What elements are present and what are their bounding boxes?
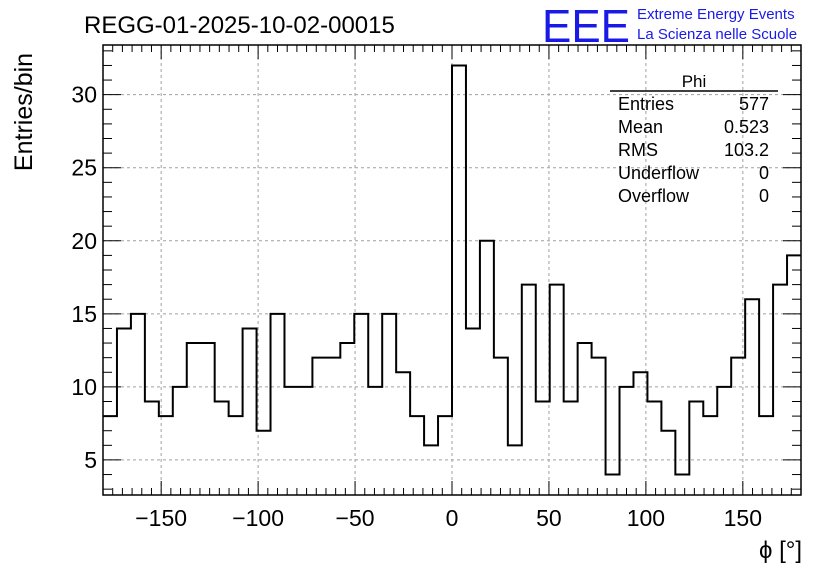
stats-value-underflow: 0 (759, 163, 769, 183)
x-tick-label: 50 (536, 505, 562, 531)
chart-title: REGG-01-2025-10-02-00015 (84, 12, 395, 39)
y-tick-label: 20 (71, 228, 97, 254)
x-axis-ticks: −150 −100 −50 0 50 100 150 (112, 45, 802, 531)
y-tick-label: 10 (71, 374, 97, 400)
stats-value-mean: 0.523 (724, 117, 769, 137)
stats-label-overflow: Overflow (618, 186, 690, 206)
stats-label-entries: Entries (618, 94, 674, 114)
y-tick-label: 25 (71, 155, 97, 181)
stats-box: Phi Entries 577 Mean 0.523 RMS 103.2 Underflow… (610, 72, 778, 206)
y-tick-label: 5 (84, 447, 97, 473)
x-tick-label: −100 (232, 505, 284, 531)
histogram-line (103, 64, 801, 476)
stats-value-rms: 103.2 (724, 140, 769, 160)
eee-logo: EEE Extreme Energy Events La Scienza nel… (542, 0, 797, 52)
stats-label-mean: Mean (618, 117, 663, 137)
x-tick-label: 150 (724, 505, 762, 531)
x-tick-label: −50 (336, 505, 375, 531)
stats-label-rms: RMS (618, 140, 658, 160)
x-axis-label: ϕ [°] (759, 537, 802, 564)
logo-mark: EEE (542, 0, 630, 52)
logo-line-1: Extreme Energy Events (637, 6, 795, 23)
stats-label-underflow: Underflow (618, 163, 700, 183)
stats-value-overflow: 0 (759, 186, 769, 206)
y-tick-label: 15 (71, 301, 97, 327)
x-tick-label: 100 (627, 505, 665, 531)
x-tick-label: 0 (446, 505, 459, 531)
logo-line-2: La Scienza nelle Scuole (637, 26, 797, 43)
stats-title: Phi (682, 72, 707, 91)
x-tick-label: −150 (135, 505, 187, 531)
y-tick-label: 30 (71, 82, 97, 108)
y-axis-label: Entries/bin (10, 53, 38, 171)
stats-value-entries: 577 (739, 94, 769, 114)
y-axis-ticks: 5 10 15 20 25 30 (71, 50, 801, 490)
